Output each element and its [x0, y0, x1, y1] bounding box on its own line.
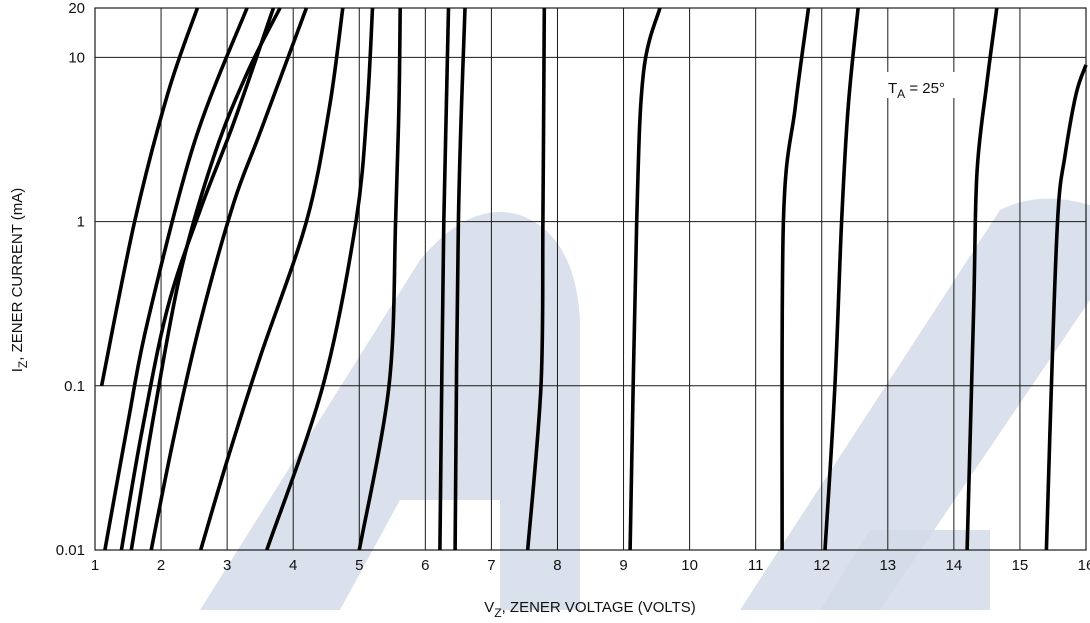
zener-curve-6 — [198, 7, 345, 551]
y-tick-label: 0.01 — [56, 542, 85, 559]
y-tick-label: 1 — [77, 214, 85, 231]
zener-curve-15 — [965, 7, 999, 551]
zener-curve-8 — [357, 7, 402, 551]
x-tick-label: 3 — [223, 557, 231, 574]
x-tick-labels: 12345678910111213141516 — [91, 557, 1090, 574]
x-tick-label: 1 — [91, 557, 99, 574]
x-tick-label: 4 — [289, 557, 297, 574]
zener-curve-2 — [103, 7, 249, 551]
zener-curve-10 — [453, 7, 467, 551]
y-axis-title: IZ, ZENER CURRENT (mA) — [9, 188, 30, 373]
x-tick-label: 15 — [1012, 557, 1029, 574]
zener-curve-7 — [265, 7, 375, 551]
zener-curve-1 — [99, 7, 200, 387]
temperature-annotation: TA = 25° — [888, 80, 945, 101]
y-tick-label: 20 — [68, 0, 85, 17]
grid-lines — [95, 8, 1086, 550]
zener-curve-5 — [149, 7, 309, 551]
annotation-background — [884, 72, 956, 98]
plot-frame — [94, 7, 1087, 551]
zener-curve-9 — [438, 7, 451, 551]
x-tick-label: 2 — [157, 557, 165, 574]
y-tick-labels: 0.01 0.1 1 10 20 — [56, 0, 85, 559]
x-tick-label: 16 — [1078, 557, 1090, 574]
x-axis-title: VZ, ZENER VOLTAGE (VOLTS) — [484, 599, 696, 620]
curves — [99, 7, 1088, 551]
zener-curve-11 — [525, 7, 547, 551]
x-tick-label: 6 — [421, 557, 429, 574]
zener-curve-4 — [129, 7, 282, 551]
x-tick-label: 7 — [487, 557, 495, 574]
x-tick-label: 9 — [619, 557, 627, 574]
x-tick-label: 8 — [553, 557, 561, 574]
x-tick-label: 5 — [355, 557, 363, 574]
y-tick-label: 0.1 — [64, 378, 85, 395]
x-tick-label: 14 — [946, 557, 963, 574]
x-tick-label: 11 — [748, 557, 764, 574]
zener-curve-16 — [1044, 64, 1088, 551]
x-tick-label: 13 — [879, 557, 896, 574]
background-watermark — [200, 198, 1090, 611]
zener-curve-12 — [628, 7, 662, 551]
x-tick-label: 12 — [813, 557, 830, 574]
zener-curve-13 — [780, 7, 811, 551]
zener-curve-14 — [823, 7, 860, 551]
x-tick-label: 10 — [681, 557, 698, 574]
y-tick-label: 10 — [68, 49, 85, 66]
